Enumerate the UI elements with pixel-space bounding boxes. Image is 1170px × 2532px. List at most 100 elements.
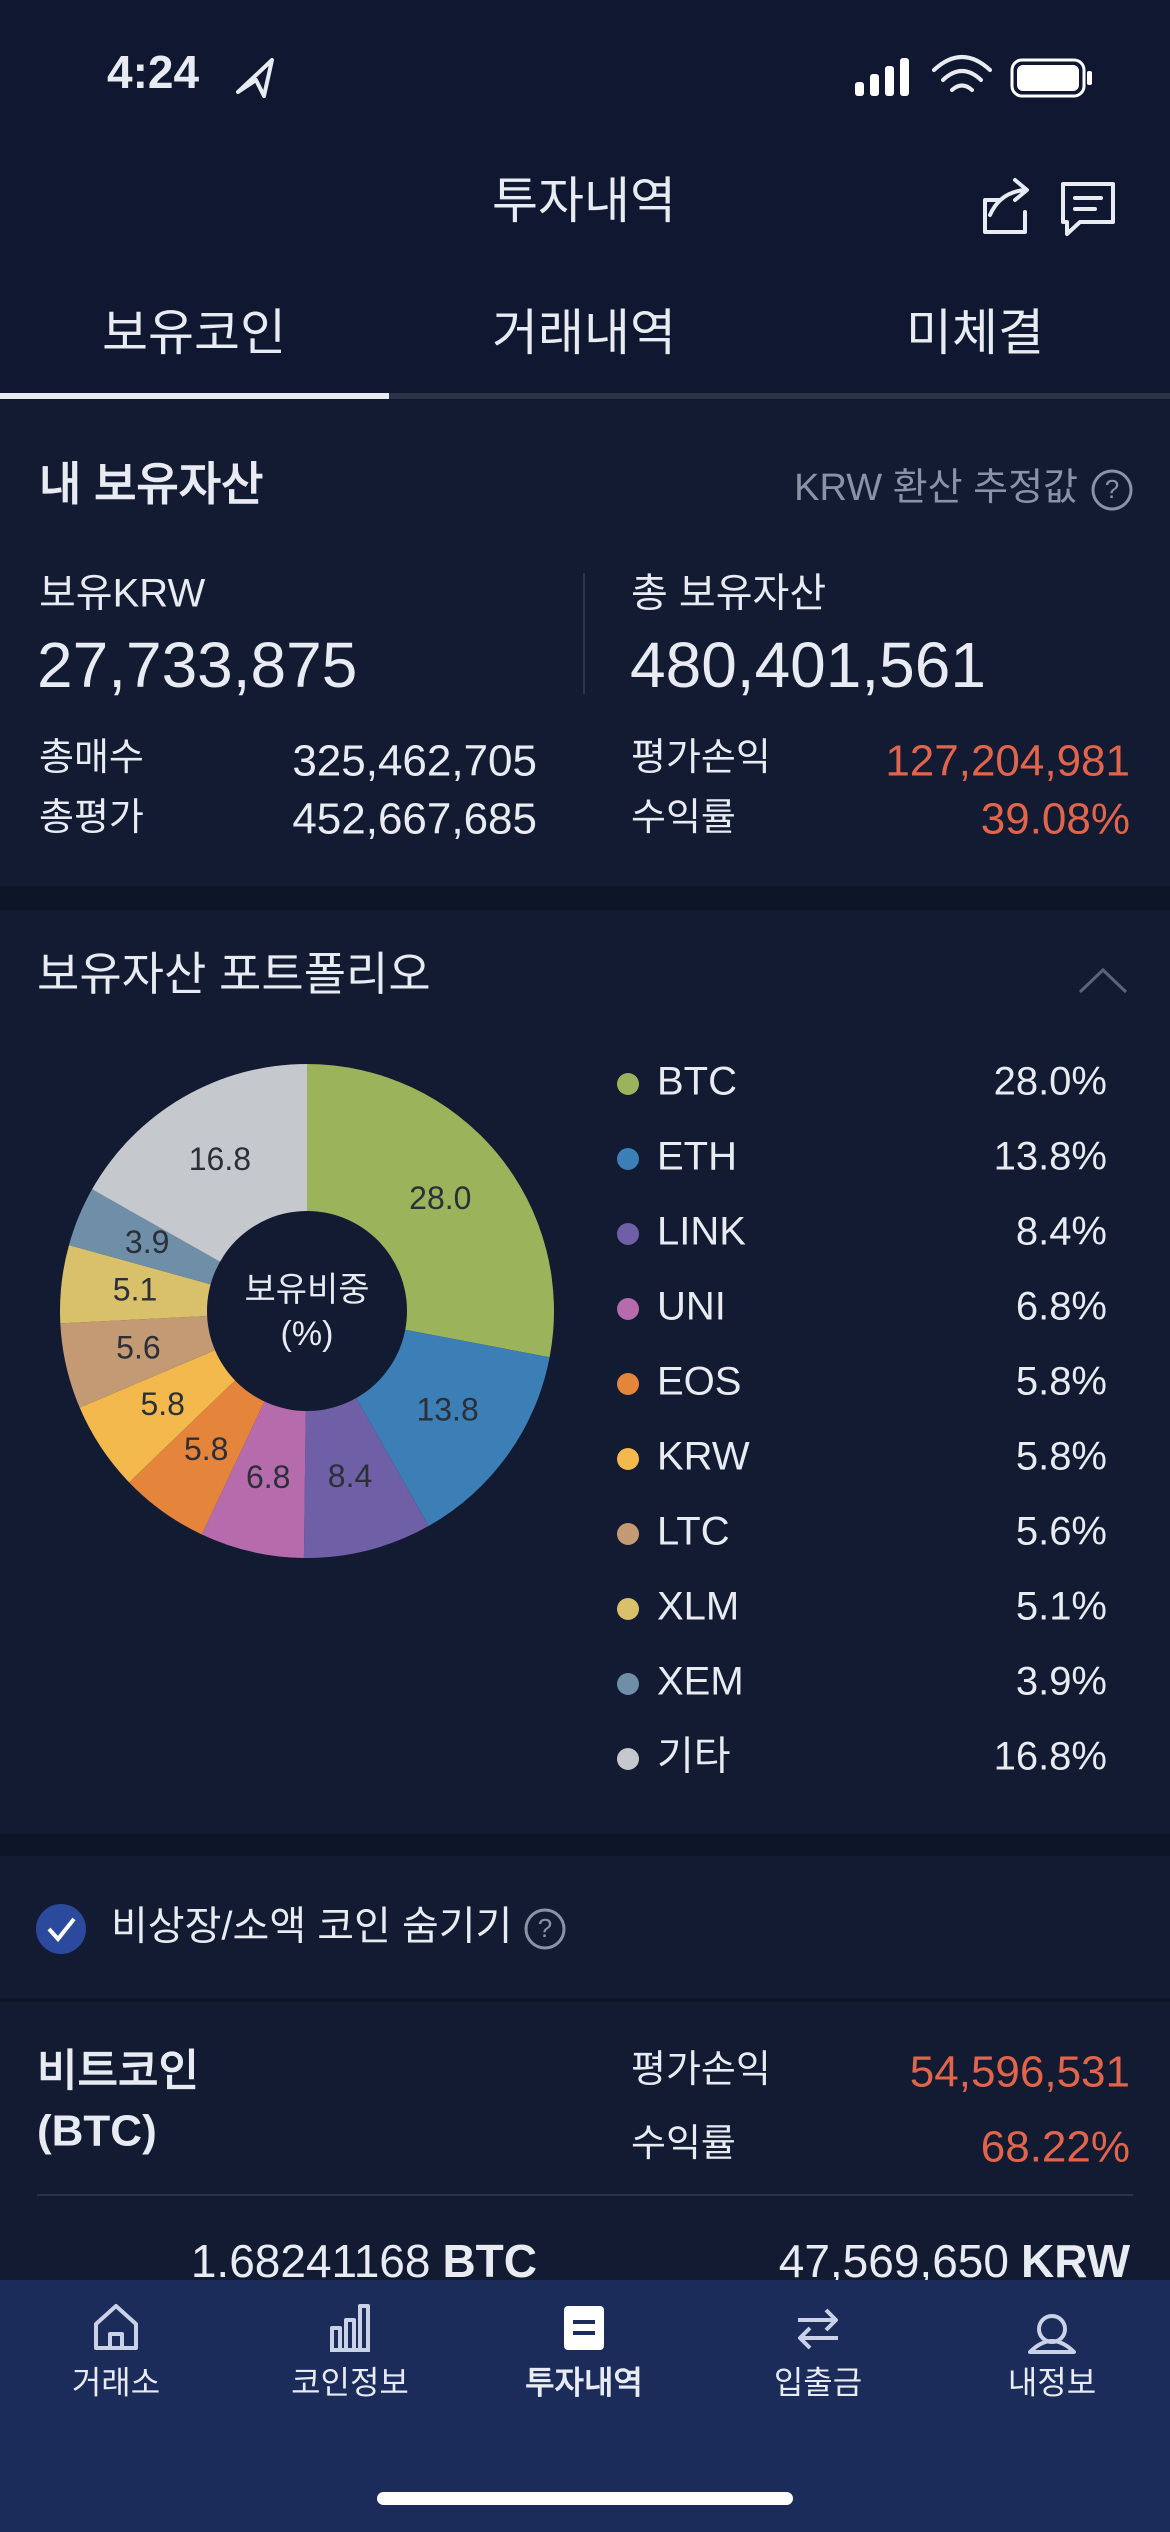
legend-label: BTC xyxy=(657,1060,737,1104)
legend-swatch xyxy=(617,1448,639,1470)
legend-value: 28.0% xyxy=(994,1060,1107,1104)
nav-item[interactable]: 코인정보 xyxy=(291,2364,409,2400)
legend-value: 5.6% xyxy=(1016,1510,1107,1554)
slice-label: 6.8 xyxy=(246,1459,290,1495)
center-label: (%) xyxy=(281,1315,334,1353)
label: 총평가 xyxy=(39,797,144,839)
legend-label: EOS xyxy=(657,1360,741,1404)
legend-label: XEM xyxy=(657,1660,744,1704)
legend-label: ETH xyxy=(657,1135,737,1179)
legend-swatch xyxy=(617,1373,639,1395)
help-mark: ? xyxy=(1105,474,1119,504)
status-time: 4:24 xyxy=(107,46,199,98)
tab[interactable]: 보유코인 xyxy=(102,305,286,361)
label: 평가손익 xyxy=(631,2049,771,2091)
value: 325,462,705 xyxy=(292,737,537,786)
nav-icon xyxy=(798,2308,838,2350)
value: 27,733,875 xyxy=(37,629,357,701)
legend-swatch xyxy=(617,1523,639,1545)
section-title: 내 보유자산 xyxy=(39,458,263,510)
page-title: 투자내역 xyxy=(492,173,676,229)
pie-chart: 28.0 13.8 8.4 6.8 5.85.8 5.6 5.1 3.9 16.8 보유비중 (%) xyxy=(60,1064,554,1558)
legend-swatch xyxy=(617,1223,639,1245)
coin-name: 비트코인 xyxy=(37,2047,199,2096)
nav-icon xyxy=(94,2304,138,2350)
tab[interactable]: 미체결 xyxy=(906,305,1044,361)
center-label: 보유비중 xyxy=(244,1271,369,1309)
value: 452,667,685 xyxy=(292,795,537,844)
krw-value: 47,569,650 xyxy=(779,2235,1009,2287)
label: 보유KRW xyxy=(39,572,205,616)
slice-label: 8.4 xyxy=(328,1458,372,1494)
legend-swatch xyxy=(617,1598,639,1620)
chat-button[interactable] xyxy=(1061,182,1115,236)
amount-unit: BTC xyxy=(442,2235,537,2287)
label: 수익률 xyxy=(631,2123,736,2165)
filter-label[interactable]: 비상장/소액 코인 숨기기 xyxy=(111,1905,512,1949)
amount: 47,569,650 KRW xyxy=(779,2235,1131,2287)
legend: BTC 28.0% ETH 13.8% LINK 8.4% UNI 6.8% EOS 5.8% KR… xyxy=(617,1060,1107,1779)
wifi-icon xyxy=(932,55,992,92)
legend-value: 5.8% xyxy=(1016,1435,1107,1479)
top-area xyxy=(0,0,1170,400)
legend-swatch xyxy=(617,1748,639,1770)
legend-label: KRW xyxy=(657,1435,750,1479)
legend-label: LTC xyxy=(657,1510,730,1554)
legend-swatch xyxy=(617,1298,639,1320)
amount: 1.68241168 BTC xyxy=(191,2235,537,2287)
krw-unit: KRW xyxy=(1021,2235,1131,2287)
collapse-button[interactable] xyxy=(1078,967,1128,994)
nav-icon-lines xyxy=(573,2320,595,2335)
value: 68.22% xyxy=(981,2123,1130,2172)
nav-icon xyxy=(1028,2314,1076,2354)
legend-value: 8.4% xyxy=(1016,1210,1107,1254)
location-icon xyxy=(236,58,274,98)
legend-label: XLM xyxy=(657,1585,739,1629)
legend-swatch xyxy=(617,1073,639,1095)
nav-item[interactable]: 내정보 xyxy=(1008,2364,1096,2400)
amount-value: 1.68241168 xyxy=(191,2235,431,2287)
coin-symbol: (BTC) xyxy=(37,2107,157,2156)
battery-level xyxy=(1017,65,1079,91)
nav-item[interactable]: 거래소 xyxy=(72,2364,160,2400)
legend-value: 6.8% xyxy=(1016,1285,1107,1329)
help-mark: ? xyxy=(538,1913,552,1943)
value: 39.08% xyxy=(981,795,1130,844)
value: 54,596,531 xyxy=(910,2048,1130,2097)
slice-label: 5.8 xyxy=(184,1431,228,1467)
nav-icon xyxy=(564,2306,604,2350)
help-icon[interactable] xyxy=(1091,469,1133,511)
legend-swatch xyxy=(617,1673,639,1695)
nav-item[interactable]: 투자내역 xyxy=(525,2364,643,2400)
legend-value: 16.8% xyxy=(994,1735,1107,1779)
legend-swatch xyxy=(617,1148,639,1170)
tab[interactable]: 거래내역 xyxy=(492,305,676,361)
battery-icon xyxy=(1010,58,1086,98)
help-icon[interactable] xyxy=(524,1908,566,1950)
slice-label: 5.1 xyxy=(113,1271,157,1307)
label: 수익률 xyxy=(631,797,736,839)
section-gap xyxy=(0,886,1170,910)
share-button[interactable] xyxy=(983,178,1029,234)
tab-track xyxy=(0,393,1170,399)
tab-indicator xyxy=(0,393,389,399)
value: 480,401,561 xyxy=(630,629,986,701)
legend-value: 5.1% xyxy=(1016,1585,1107,1629)
label: 평가손익 xyxy=(631,737,771,779)
checkbox[interactable] xyxy=(36,1904,86,1954)
battery-tip xyxy=(1087,71,1092,85)
legend-value: 5.8% xyxy=(1016,1360,1107,1404)
home-indicator xyxy=(377,2492,793,2505)
nav-item[interactable]: 입출금 xyxy=(774,2364,862,2400)
nav-icon xyxy=(330,2304,370,2352)
legend-value: 13.8% xyxy=(994,1135,1107,1179)
legend-label: LINK xyxy=(657,1210,746,1254)
slice-label: 16.8 xyxy=(189,1141,251,1177)
note: KRW 환산 추정값 xyxy=(794,467,1078,509)
label: 총 보유자산 xyxy=(631,572,826,616)
legend-label: 기타 xyxy=(657,1735,731,1779)
slice-label: 3.9 xyxy=(125,1224,169,1260)
slice-label: 13.8 xyxy=(416,1391,478,1427)
